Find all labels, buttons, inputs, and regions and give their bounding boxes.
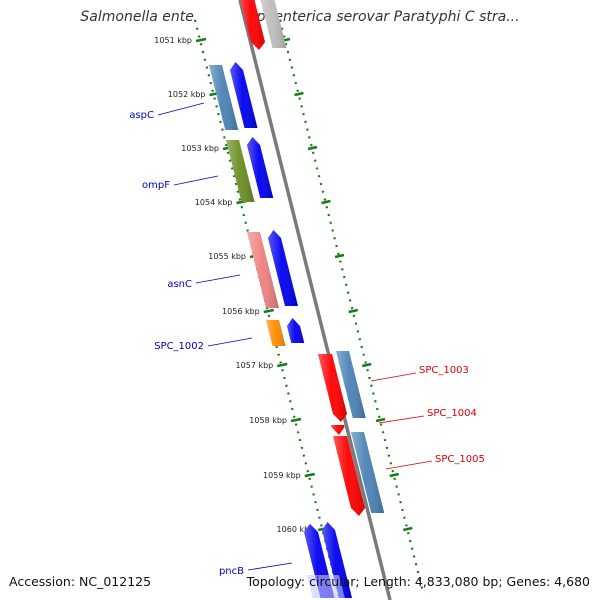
topology-text: Topology: circular; Length: 4,833,080 bp… bbox=[246, 574, 590, 589]
gene-arrow-ompF[interactable] bbox=[247, 137, 274, 198]
scale-tick-label: 1051 kbp bbox=[154, 36, 192, 45]
scale-tick bbox=[321, 199, 331, 205]
gene-label-asnC[interactable]: asnC bbox=[167, 279, 192, 290]
gene-arrow-SPC_1005[interactable] bbox=[333, 436, 365, 516]
gene-label-SPC_1002[interactable]: SPC_1002 bbox=[154, 341, 204, 352]
label-leader-line bbox=[370, 372, 417, 382]
gene-label-aspC[interactable]: aspC bbox=[129, 110, 154, 121]
scale-tick bbox=[307, 145, 318, 151]
scale-tick bbox=[375, 417, 386, 423]
label-leader-line bbox=[157, 102, 205, 116]
scale-tick-label: 1053 kbp bbox=[181, 144, 219, 153]
gene-label-SPC_1005[interactable]: SPC_1005 bbox=[435, 454, 485, 465]
scale-tick-label: 1058 kbp bbox=[249, 416, 287, 425]
cog-feature-SPC_1005[interactable] bbox=[351, 432, 385, 513]
gene-arrow-asnC[interactable] bbox=[268, 230, 298, 306]
gene-arrow-pncB-2[interactable] bbox=[322, 522, 352, 598]
cog-feature-SPC_1003[interactable] bbox=[336, 351, 366, 418]
label-leader-line bbox=[173, 175, 219, 186]
scale-tick-label: 1052 kbp bbox=[168, 90, 206, 99]
scale-tick bbox=[290, 417, 302, 423]
scale-tick bbox=[389, 472, 400, 478]
gene-label-SPC_1003[interactable]: SPC_1003 bbox=[419, 365, 469, 376]
scale-tick-label: 1059 kbp bbox=[263, 471, 301, 480]
accession-text: Accession: NC_012125 bbox=[9, 574, 152, 589]
scale-tick-label: 1055 kbp bbox=[208, 252, 246, 261]
gene-arrow-SPC_1002[interactable] bbox=[287, 318, 305, 343]
cog-feature-SPC_1002[interactable] bbox=[266, 320, 286, 346]
label-leader-line bbox=[195, 274, 241, 284]
scale-tick-label: 1060 kbp bbox=[277, 525, 315, 534]
scale-tick bbox=[304, 472, 315, 478]
scale-tick-label: 1057 kbp bbox=[236, 361, 274, 370]
gene-label-ompF[interactable]: ompF bbox=[142, 180, 170, 191]
scale-tick bbox=[263, 308, 274, 314]
scale-tick bbox=[402, 526, 413, 532]
gene-arrow-SPC_1004[interactable] bbox=[331, 425, 345, 435]
label-leader-line bbox=[207, 337, 253, 347]
scale-tick bbox=[277, 362, 288, 368]
scale-tick-label: 1054 kbp bbox=[195, 198, 233, 207]
top-red-feature[interactable] bbox=[238, 0, 265, 50]
gene-arrow-aspC[interactable] bbox=[230, 62, 258, 128]
scale-tick bbox=[348, 308, 359, 314]
gene-label-SPC_1004[interactable]: SPC_1004 bbox=[427, 408, 477, 419]
scale-tick-label: 1056 kbp bbox=[222, 307, 260, 316]
right-dotted-line bbox=[278, 19, 424, 591]
cog-feature-ompF[interactable] bbox=[226, 140, 255, 202]
gene-label-pncB[interactable]: pncB bbox=[219, 566, 244, 577]
gene-arrow-SPC_1003[interactable] bbox=[318, 354, 347, 422]
label-leader-line bbox=[385, 460, 433, 470]
pncB-highlight bbox=[307, 575, 345, 598]
scale-tick bbox=[294, 91, 304, 97]
label-leader-line bbox=[378, 415, 425, 424]
map-title: Salmonella enterica subsp. enterica sero… bbox=[80, 9, 520, 25]
scale-tick bbox=[195, 37, 207, 43]
backbone-line bbox=[238, 0, 392, 600]
scale-tick bbox=[361, 362, 372, 368]
label-leader-line bbox=[247, 562, 293, 571]
scale-tick bbox=[334, 253, 345, 259]
cog-feature-asnC[interactable] bbox=[247, 232, 279, 308]
cog-feature-aspC[interactable] bbox=[209, 65, 239, 130]
top-gray-feature[interactable] bbox=[258, 0, 287, 48]
